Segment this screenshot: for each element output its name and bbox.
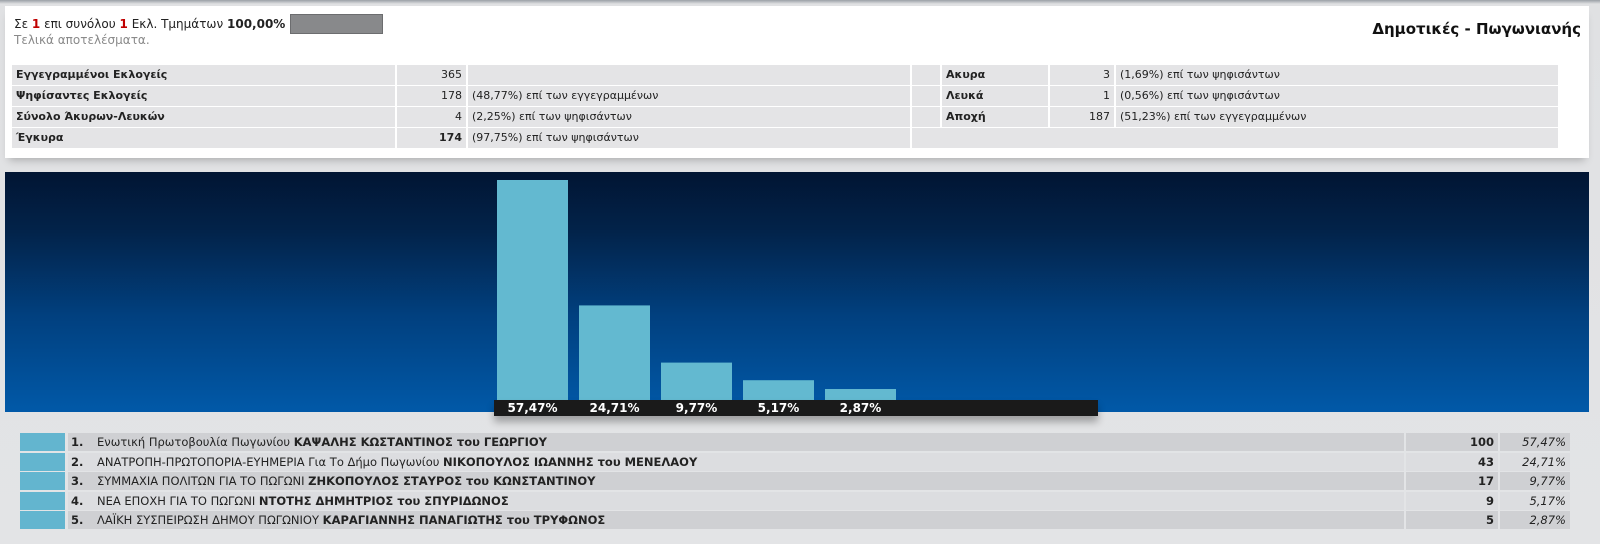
results-table: 1. Ενωτική Πρωτοβουλία Πωγωνίου ΚΑΨΑΛΗΣ Κ… <box>20 433 1570 532</box>
stat-note-invalid: (1,69%) επί των ψηφισάντων <box>1116 65 1558 85</box>
stat-label-abstention: Αποχή <box>942 107 1048 127</box>
result-percent: 57,47% <box>1500 433 1570 451</box>
result-name-cell: 1. Ενωτική Πρωτοβουλία Πωγωνίου ΚΑΨΑΛΗΣ Κ… <box>68 433 1404 451</box>
result-votes: 43 <box>1406 452 1498 471</box>
candidate-name: ΖΗΚΟΠΟΥΛΟΣ ΣΤΑΥΡΟΣ του ΚΩΝΣΤΑΝΤΙΝΟΥ <box>308 474 596 488</box>
result-percent: 5,17% <box>1500 491 1570 510</box>
result-rank: 1. <box>71 435 84 449</box>
result-rank: 5. <box>71 513 84 527</box>
status-total: 1 <box>119 17 128 31</box>
stat-label-voted: Ψηφίσαντες Εκλογείς <box>12 86 395 106</box>
stat-value-invalid: 3 <box>1050 65 1114 85</box>
chart-panel <box>5 172 1589 412</box>
result-percent: 2,87% <box>1500 511 1570 529</box>
result-rank: 3. <box>71 474 84 488</box>
stat-note-registered <box>468 65 910 85</box>
stat-value-blank: 1 <box>1050 86 1114 106</box>
bar-4 <box>743 380 814 400</box>
status-counted: 1 <box>31 17 41 31</box>
progress-fill <box>291 15 383 33</box>
stat-value-invalid-blank-total: 4 <box>397 107 466 127</box>
party-name: ΝΕΑ ΕΠΟΧΗ ΓΙΑ ΤΟ ΠΩΓΩΝΙ <box>97 493 259 508</box>
stat-note-voted: (48,77%) επί των εγγεγραμμένων <box>468 86 910 106</box>
status-middle: επι συνόλου <box>44 17 116 31</box>
bar-value-label: 57,47% <box>507 401 558 415</box>
stats-row: Εγγεγραμμένοι Εκλογείς 365 Ακυρα 3 (1,69… <box>12 65 1580 85</box>
bar-value-label: 9,77% <box>675 401 718 415</box>
party-name: ΑΝΑΤΡΟΠΗ-ΠΡΩΤΟΠΟΡΙΑ-ΕΥΗΜΕΡΙΑ Για Το Δήμο… <box>97 454 444 469</box>
stat-note-valid: (97,75%) επί των ψηφισάντων <box>468 128 910 148</box>
candidate-name: ΝΙΚΟΠΟΥΛΟΣ ΙΩΑΝΝΗΣ του ΜΕΝΕΛΑΟΥ <box>443 454 698 469</box>
result-row: 4. ΝΕΑ ΕΠΟΧΗ ΓΙΑ ΤΟ ΠΩΓΩΝΙ ΝΤΟΤΗΣ ΔΗΜΗΤΡΙ… <box>20 491 1570 511</box>
party-name: Ενωτική Πρωτοβουλία Πωγωνίου <box>97 435 294 449</box>
party-color-swatch <box>20 472 65 490</box>
result-rank: 4. <box>71 493 84 508</box>
counting-progress-bar <box>290 14 384 34</box>
stat-value-registered: 365 <box>397 65 466 85</box>
stat-label-invalid-blank-total: Σύνολο Άκυρων-Λευκών <box>12 107 395 127</box>
status-suffix: Εκλ. Τμημάτων <box>131 17 224 31</box>
stats-row: Σύνολο Άκυρων-Λευκών 4 (2,25%) επί των ψ… <box>12 107 1580 127</box>
stat-note-invalid-blank-total: (2,25%) επί των ψηφισάντων <box>468 107 910 127</box>
result-percent: 24,71% <box>1500 452 1570 471</box>
bar-value-label: 24,71% <box>589 401 640 415</box>
result-row: 3. ΣΥΜΜΑΧΙΑ ΠΟΛΙΤΩΝ ΓΙΑ ΤΟ ΠΩΓΩΝΙ ΖΗΚΟΠΟΥ… <box>20 472 1570 491</box>
result-votes: 5 <box>1406 511 1498 529</box>
result-percent: 9,77% <box>1500 472 1570 490</box>
candidate-name: ΚΑΡΑΓΙΑΝΝΗΣ ΠΑΝΑΓΙΩΤΗΣ του ΤΡΥΦΩΝΟΣ <box>322 513 606 527</box>
stat-spacer <box>912 107 940 127</box>
party-color-swatch <box>20 491 65 510</box>
bar-5 <box>825 389 896 400</box>
result-votes: 17 <box>1406 472 1498 490</box>
party-color-swatch <box>20 433 65 451</box>
party-color-swatch <box>20 452 65 471</box>
chart-label-strip <box>494 400 1098 416</box>
status-percent: 100,00% <box>227 17 286 31</box>
stat-value-valid: 174 <box>397 128 466 148</box>
stat-note-blank: (0,56%) επί των ψηφισάντων <box>1116 86 1558 106</box>
result-votes: 9 <box>1406 491 1498 510</box>
result-row: 2. ΑΝΑΤΡΟΠΗ-ΠΡΩΤΟΠΟΡΙΑ-ΕΥΗΜΕΡΙΑ Για Το Δή… <box>20 452 1570 472</box>
result-row: 1. Ενωτική Πρωτοβουλία Πωγωνίου ΚΑΨΑΛΗΣ Κ… <box>20 433 1570 452</box>
party-color-swatch <box>20 511 65 529</box>
counting-status: Σε 1 επι συνόλου 1 Εκλ. Τμημάτων 100,00% <box>14 14 384 34</box>
stat-label-blank: Λευκά <box>942 86 1048 106</box>
final-results-label: Τελικά αποτελέσματα. <box>14 33 150 47</box>
stat-label-invalid: Ακυρα <box>942 65 1048 85</box>
status-prefix: Σε <box>14 17 29 31</box>
stat-label-valid: Έγκυρα <box>12 128 395 148</box>
candidate-name: ΚΑΨΑΛΗΣ ΚΩΣΤΑΝΤΙΝΟΣ του ΓΕΩΡΓΙΟΥ <box>293 435 548 449</box>
stat-spacer <box>912 65 940 85</box>
stats-row: Ψηφίσαντες Εκλογείς 178 (48,77%) επί των… <box>12 86 1580 106</box>
result-name-cell: 4. ΝΕΑ ΕΠΟΧΗ ΓΙΑ ΤΟ ΠΩΓΩΝΙ ΝΤΟΤΗΣ ΔΗΜΗΤΡΙ… <box>68 491 1404 510</box>
stat-value-voted: 178 <box>397 86 466 106</box>
result-name-cell: 2. ΑΝΑΤΡΟΠΗ-ΠΡΩΤΟΠΟΡΙΑ-ΕΥΗΜΕΡΙΑ Για Το Δή… <box>68 452 1404 471</box>
stat-spacer <box>912 128 1558 148</box>
bar-1 <box>497 180 568 400</box>
result-row: 5. ΛΑΪΚΗ ΣΥΣΠΕΙΡΩΣΗ ΔΗΜΟΥ ΠΩΓΩΝΙΟΥ ΚΑΡΑΓΙ… <box>20 511 1570 530</box>
result-rank: 2. <box>71 454 84 469</box>
bar-3 <box>661 362 732 400</box>
bar-chart <box>497 180 896 400</box>
bar-value-label: 2,87% <box>839 401 882 415</box>
bar-2 <box>579 305 650 400</box>
bar-value-label: 5,17% <box>757 401 800 415</box>
stat-spacer <box>912 86 940 106</box>
stat-label-registered: Εγγεγραμμένοι Εκλογείς <box>12 65 395 85</box>
stat-value-abstention: 187 <box>1050 107 1114 127</box>
result-votes: 100 <box>1406 433 1498 451</box>
result-name-cell: 5. ΛΑΪΚΗ ΣΥΣΠΕΙΡΩΣΗ ΔΗΜΟΥ ΠΩΓΩΝΙΟΥ ΚΑΡΑΓΙ… <box>68 511 1404 529</box>
party-name: ΛΑΪΚΗ ΣΥΣΠΕΙΡΩΣΗ ΔΗΜΟΥ ΠΩΓΩΝΙΟΥ <box>97 513 323 527</box>
candidate-name: ΝΤΟΤΗΣ ΔΗΜΗΤΡΙΟΣ του ΣΠΥΡΙΔΩΝΟΣ <box>258 493 509 508</box>
result-name-cell: 3. ΣΥΜΜΑΧΙΑ ΠΟΛΙΤΩΝ ΓΙΑ ΤΟ ΠΩΓΩΝΙ ΖΗΚΟΠΟΥ… <box>68 472 1404 490</box>
stats-row: Έγκυρα 174 (97,75%) επί των ψηφισάντων <box>12 128 1580 148</box>
election-title: Δημοτικές - Πωγωνιανής <box>1372 20 1581 38</box>
party-name: ΣΥΜΜΑΧΙΑ ΠΟΛΙΤΩΝ ΓΙΑ ΤΟ ΠΩΓΩΝΙ <box>97 474 309 488</box>
stat-note-abstention: (51,23%) επί των εγγεγραμμένων <box>1116 107 1558 127</box>
